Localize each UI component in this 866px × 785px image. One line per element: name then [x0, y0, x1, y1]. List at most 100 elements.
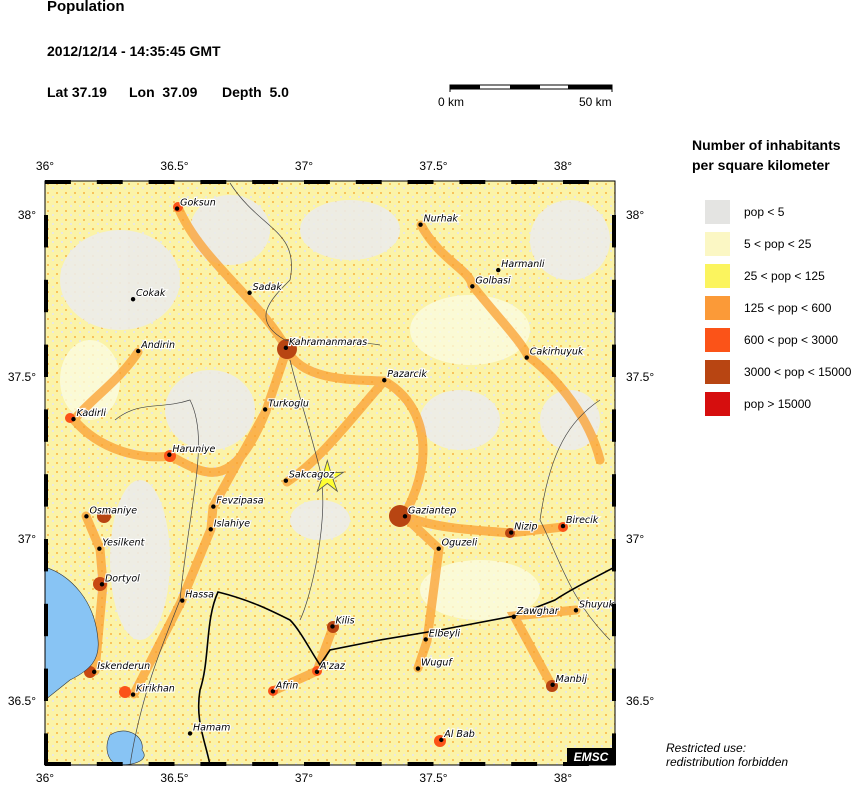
lat-tick-label-right: 36.5° [626, 694, 654, 708]
frame-tick [612, 474, 616, 507]
lon-tick-label-bottom: 36° [36, 771, 54, 785]
city-dot [330, 624, 335, 629]
legend-item: 600 < pop < 3000 [705, 328, 838, 352]
lat-tick-label-right: 37.5° [626, 370, 654, 384]
legend-label: 5 < pop < 25 [744, 237, 812, 251]
city-label: Osmaniye [89, 505, 137, 516]
event-depth: Depth 5.0 [222, 84, 289, 100]
city-dot [283, 345, 289, 351]
frame-tick [459, 180, 486, 184]
city-dot [415, 666, 421, 671]
event-datetime: 2012/12/14 - 14:35:45 GMT [47, 43, 221, 59]
city-label: Fevzipasa [216, 496, 263, 507]
legend-item: 25 < pop < 125 [705, 264, 825, 288]
city-dot [314, 669, 320, 675]
lon-tick-label-bottom: 38° [554, 771, 572, 785]
city-dot [550, 682, 555, 687]
legend-swatch [705, 360, 730, 384]
city-dot [382, 378, 387, 383]
city-label: Kirikhan [136, 684, 175, 695]
city-label: Harmanli [501, 259, 545, 270]
emsc-logo: EMSC [567, 748, 615, 765]
city-dot [187, 731, 193, 736]
frame-tick [511, 180, 538, 184]
frame-tick [44, 215, 48, 248]
city-label: Shuyuk [579, 599, 615, 610]
frame-tick [304, 180, 330, 184]
lat-tick-label-left: 37.5° [8, 370, 36, 384]
lon-tick-label-bottom: 37° [295, 771, 313, 785]
city-dot [560, 523, 566, 529]
legend-item: pop < 5 [705, 200, 784, 224]
frame-tick [511, 762, 538, 766]
city-dot [211, 504, 216, 509]
frame-tick [355, 762, 382, 766]
frame-tick [612, 344, 616, 377]
legend-label: 3000 < pop < 15000 [744, 365, 852, 379]
frame-tick [612, 409, 616, 442]
frame-tick [148, 180, 175, 184]
legend-label: pop < 5 [744, 205, 785, 219]
city-dot [180, 598, 185, 603]
frame-tick [45, 762, 71, 766]
epicenter-marker [309, 458, 345, 493]
lon-tick-label-top: 38° [554, 159, 572, 173]
usage-note: Restricted use: redistribution forbidden [666, 741, 788, 769]
frame-tick [45, 180, 71, 184]
city-label: Sadak [253, 282, 283, 293]
city-label: Zawghar [516, 606, 560, 617]
city-dot [436, 546, 441, 551]
frame-tick [612, 215, 616, 248]
city-dot [84, 514, 89, 519]
frame-tick [459, 762, 486, 766]
city-label: Cakirhuyuk [530, 347, 584, 358]
frame-tick [355, 180, 382, 184]
city-label: Haruniye [172, 444, 215, 455]
lon-tick-label-top: 37° [295, 159, 313, 173]
province-boundaries [114, 182, 611, 765]
lat-tick-label-right: 37° [626, 532, 644, 546]
city-label: Islahiye [214, 518, 250, 529]
frame-tick [612, 603, 616, 637]
usage-note-line1: Restricted use: [666, 741, 747, 755]
city-dot [470, 284, 475, 289]
city-label: Oguzeli [442, 538, 478, 549]
star-icon [309, 458, 345, 493]
city-label: Gaziantep [408, 505, 456, 516]
legend-label: 125 < pop < 600 [744, 301, 832, 315]
city-label: Cokak [136, 288, 166, 299]
legend-swatch [705, 200, 730, 224]
legend-label: 25 < pop < 125 [744, 269, 825, 283]
population-raster: Goksun Nurhak Harmanli Golbasi Cokak Sadak And… [45, 181, 615, 765]
lon-tick-label-top: 36.5° [160, 159, 188, 173]
city-label: A'zaz [319, 661, 346, 672]
city-dot [208, 527, 213, 532]
lat-tick-label-right: 38° [626, 208, 644, 222]
city-label: Goksun [180, 198, 216, 209]
city-dot [130, 692, 136, 697]
frame-tick [96, 180, 123, 184]
city-label: Hamam [193, 722, 230, 733]
city-dot [270, 689, 276, 694]
scale-start-label: 0 km [438, 95, 464, 109]
frame-tick [200, 180, 227, 184]
legend-swatch [705, 296, 730, 320]
event-lon: Lon 37.09 [129, 84, 198, 100]
city-dot [174, 206, 180, 211]
city-labels: Goksun Nurhak Harmanli Golbasi Cokak Sadak And… [71, 196, 615, 743]
country-border [197, 566, 615, 765]
lon-tick-label-bottom: 36.5° [160, 771, 188, 785]
city-dot [71, 416, 76, 422]
city-dot [97, 546, 102, 551]
legend-title-line2: per square kilometer [692, 157, 830, 173]
city-dot [402, 514, 408, 519]
city-label: Elbeyli [429, 628, 461, 639]
frame-tick [407, 180, 434, 184]
scale-bar: 0 km 50 km [438, 84, 613, 109]
lon-tick-label-top: 36° [36, 159, 54, 173]
legend-item: 125 < pop < 600 [705, 296, 831, 320]
city-dot [283, 478, 289, 483]
city-dot [524, 355, 529, 360]
city-label: Kilis [335, 615, 354, 626]
